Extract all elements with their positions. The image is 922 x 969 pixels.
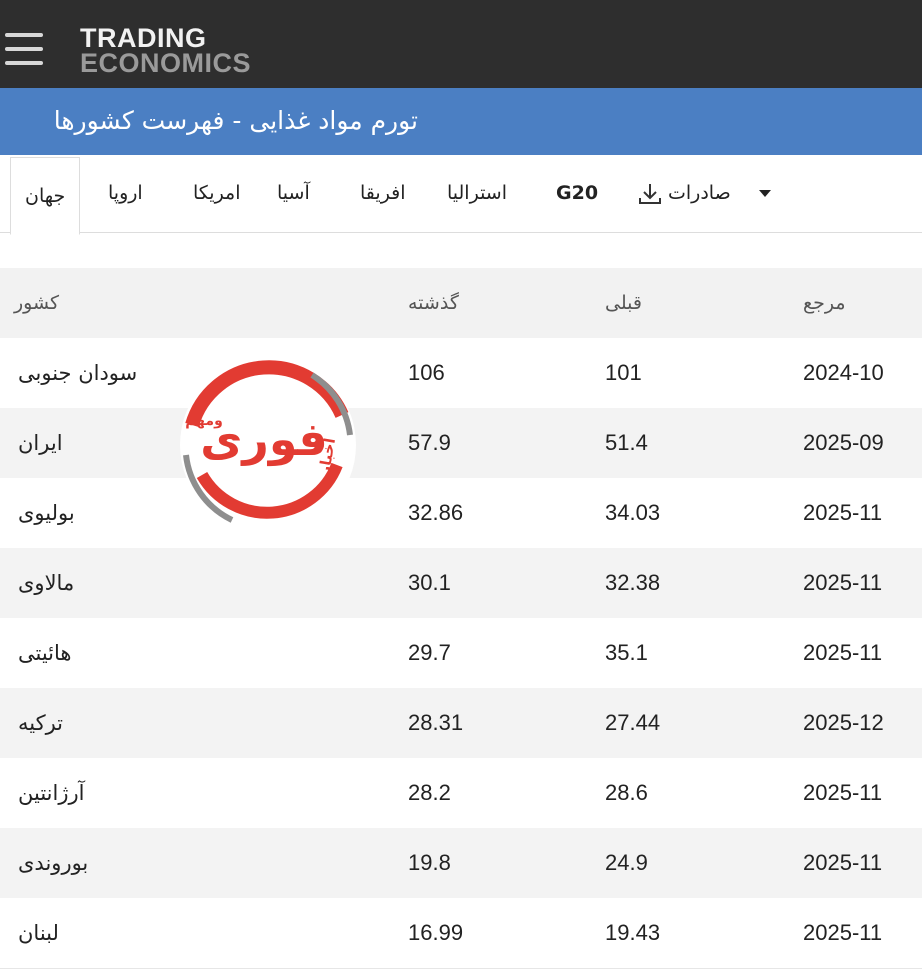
reference-date: 2025-12: [803, 710, 884, 735]
reference-date: 2025-11: [803, 780, 883, 805]
value: 28.6: [605, 780, 648, 805]
tab[interactable]: استرالیا: [447, 182, 508, 204]
tab[interactable]: صادرات: [668, 182, 731, 204]
watermark: فوری اخبار ومهم: [180, 357, 356, 533]
page-title: تورم مواد غذایی - فهرست کشورها: [53, 106, 418, 135]
tab[interactable]: جهان: [10, 157, 81, 235]
column-header[interactable]: گذشته: [408, 292, 459, 314]
table-row: سودان جنوبی 106 101 2024-10: [0, 338, 922, 409]
value: 19.43: [605, 920, 661, 945]
country-name[interactable]: ایران: [18, 431, 63, 455]
watermark-arc: [310, 372, 353, 436]
value: 19.8: [408, 850, 451, 875]
value: 32.86: [408, 500, 464, 525]
menu-line[interactable]: [5, 33, 43, 37]
reference-date: 2025-11: [803, 850, 883, 875]
column-header[interactable]: مرجع: [803, 292, 846, 314]
country-name[interactable]: لبنان: [18, 921, 59, 945]
tab-bar: جهان اروپا امریکا آسیا افریقا استرالیا G20 صادر…: [0, 155, 922, 235]
tab[interactable]: G20: [556, 182, 599, 204]
tab[interactable]: اروپا: [108, 182, 143, 204]
table-row: بوروندی 19.8 24.9 2025-11: [0, 828, 922, 899]
tab[interactable]: آسیا: [277, 182, 310, 204]
country-name[interactable]: آرژانتین: [18, 781, 85, 805]
reference-date: 2024-10: [803, 360, 884, 385]
menu-line[interactable]: [5, 61, 43, 65]
value: 34.03: [605, 500, 661, 525]
column-header[interactable]: قبلی: [605, 292, 642, 314]
column-header[interactable]: کشور: [14, 292, 59, 314]
country-name[interactable]: بولیوی: [18, 501, 75, 525]
reference-date: 2025-09: [803, 430, 884, 455]
country-name[interactable]: مالاوی: [18, 571, 75, 595]
table: کشور گذشته قبلی مرجع سودان جنوبی 106 101 2024-1…: [0, 268, 922, 969]
country-name[interactable]: هائیتی: [18, 641, 72, 665]
reference-date: 2025-11: [803, 920, 883, 945]
value: 28.2: [408, 780, 451, 805]
value: 106: [408, 360, 445, 385]
watermark-arc: [196, 462, 343, 519]
value: 57.9: [408, 430, 451, 455]
value: 51.4: [605, 430, 648, 455]
value: 30.1: [408, 570, 451, 595]
value: 32.38: [605, 570, 661, 595]
watermark-arc: [183, 454, 234, 523]
tab[interactable]: امریکا: [193, 182, 241, 204]
watermark-arc: [185, 360, 349, 428]
value: 101: [605, 360, 642, 385]
brand[interactable]: TRADING: [80, 23, 207, 53]
menu-line[interactable]: [5, 47, 43, 51]
table-row: مالاوی 30.1 32.38 2025-11: [0, 548, 922, 619]
dropdown-caret[interactable]: [758, 189, 772, 199]
watermark-text: ومهم: [185, 413, 223, 429]
tab[interactable]: افریقا: [360, 182, 406, 204]
country-name[interactable]: ترکیه: [18, 711, 64, 735]
table-row: ترکیه 28.31 27.44 2025-12: [0, 688, 922, 759]
top-bar: TRADING ECONOMICS: [0, 0, 922, 88]
value: 28.31: [408, 710, 464, 735]
table-row: بولیوی 32.86 34.03 2025-11: [0, 478, 922, 549]
watermark-text: فوری: [200, 412, 328, 466]
brand[interactable]: ECONOMICS: [80, 48, 252, 78]
table-row: هائیتی 29.7 35.1 2025-11: [0, 618, 922, 689]
reference-date: 2025-11: [803, 640, 883, 665]
download-icon[interactable]: [637, 182, 663, 206]
table-row: ایران 57.9 51.4 2025-09: [0, 408, 922, 479]
watermark-circle: [180, 357, 356, 533]
title-bar: تورم مواد غذایی - فهرست کشورها: [0, 88, 922, 155]
value: 16.99: [408, 920, 464, 945]
reference-date: 2025-11: [803, 500, 883, 525]
header-row: کشور گذشته قبلی مرجع: [0, 268, 922, 339]
value: 29.7: [408, 640, 451, 665]
country-name[interactable]: سودان جنوبی: [18, 361, 138, 385]
country-name[interactable]: بوروندی: [18, 851, 89, 875]
value: 35.1: [605, 640, 648, 665]
reference-date: 2025-11: [803, 570, 883, 595]
value: 24.9: [605, 850, 648, 875]
table-row: آرژانتین 28.2 28.6 2025-11: [0, 758, 922, 829]
table-row: لبنان 16.99 19.43 2025-11: [0, 898, 922, 969]
value: 27.44: [605, 710, 661, 735]
